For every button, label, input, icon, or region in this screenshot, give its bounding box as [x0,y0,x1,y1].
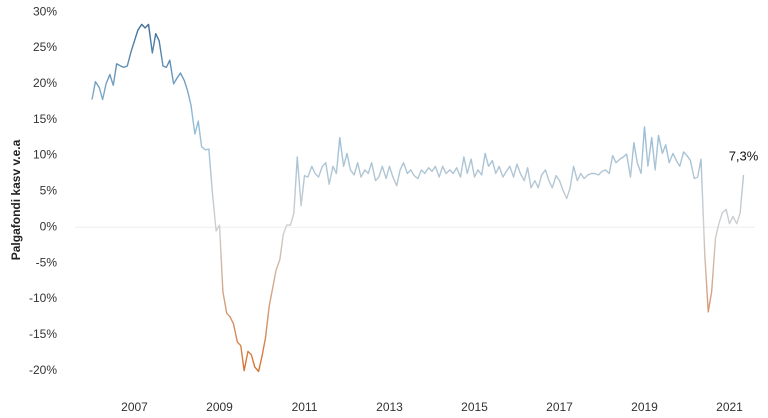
end-label: 7,3% [729,148,759,163]
x-tick-label: 2019 [631,400,658,414]
x-tick-label: 2015 [461,400,488,414]
y-axis-label: Palgafondi kasv v.e.a [9,139,23,260]
y-tick-label: 15% [33,112,57,126]
x-tick-label: 2007 [121,400,148,414]
y-tick-label: -5% [36,255,58,269]
line [91,23,745,373]
y-tick-label: -20% [29,363,57,377]
x-tick-label: 2011 [292,400,318,414]
x-tick-label: 2017 [546,400,573,414]
y-tick-label: 0% [40,219,58,233]
y-tick-label: 30% [33,4,57,18]
y-tick-label: 5% [40,184,58,198]
y-tick-label: 25% [33,40,57,54]
x-tick-label: 2021 [716,400,743,414]
y-tick-label: -10% [29,291,57,305]
y-tick-label: -15% [29,327,57,341]
x-tick-label: 2013 [376,400,403,414]
y-tick-label: 10% [33,148,57,162]
x-tick-label: 2009 [206,400,233,414]
y-tick-label: 20% [33,76,57,90]
